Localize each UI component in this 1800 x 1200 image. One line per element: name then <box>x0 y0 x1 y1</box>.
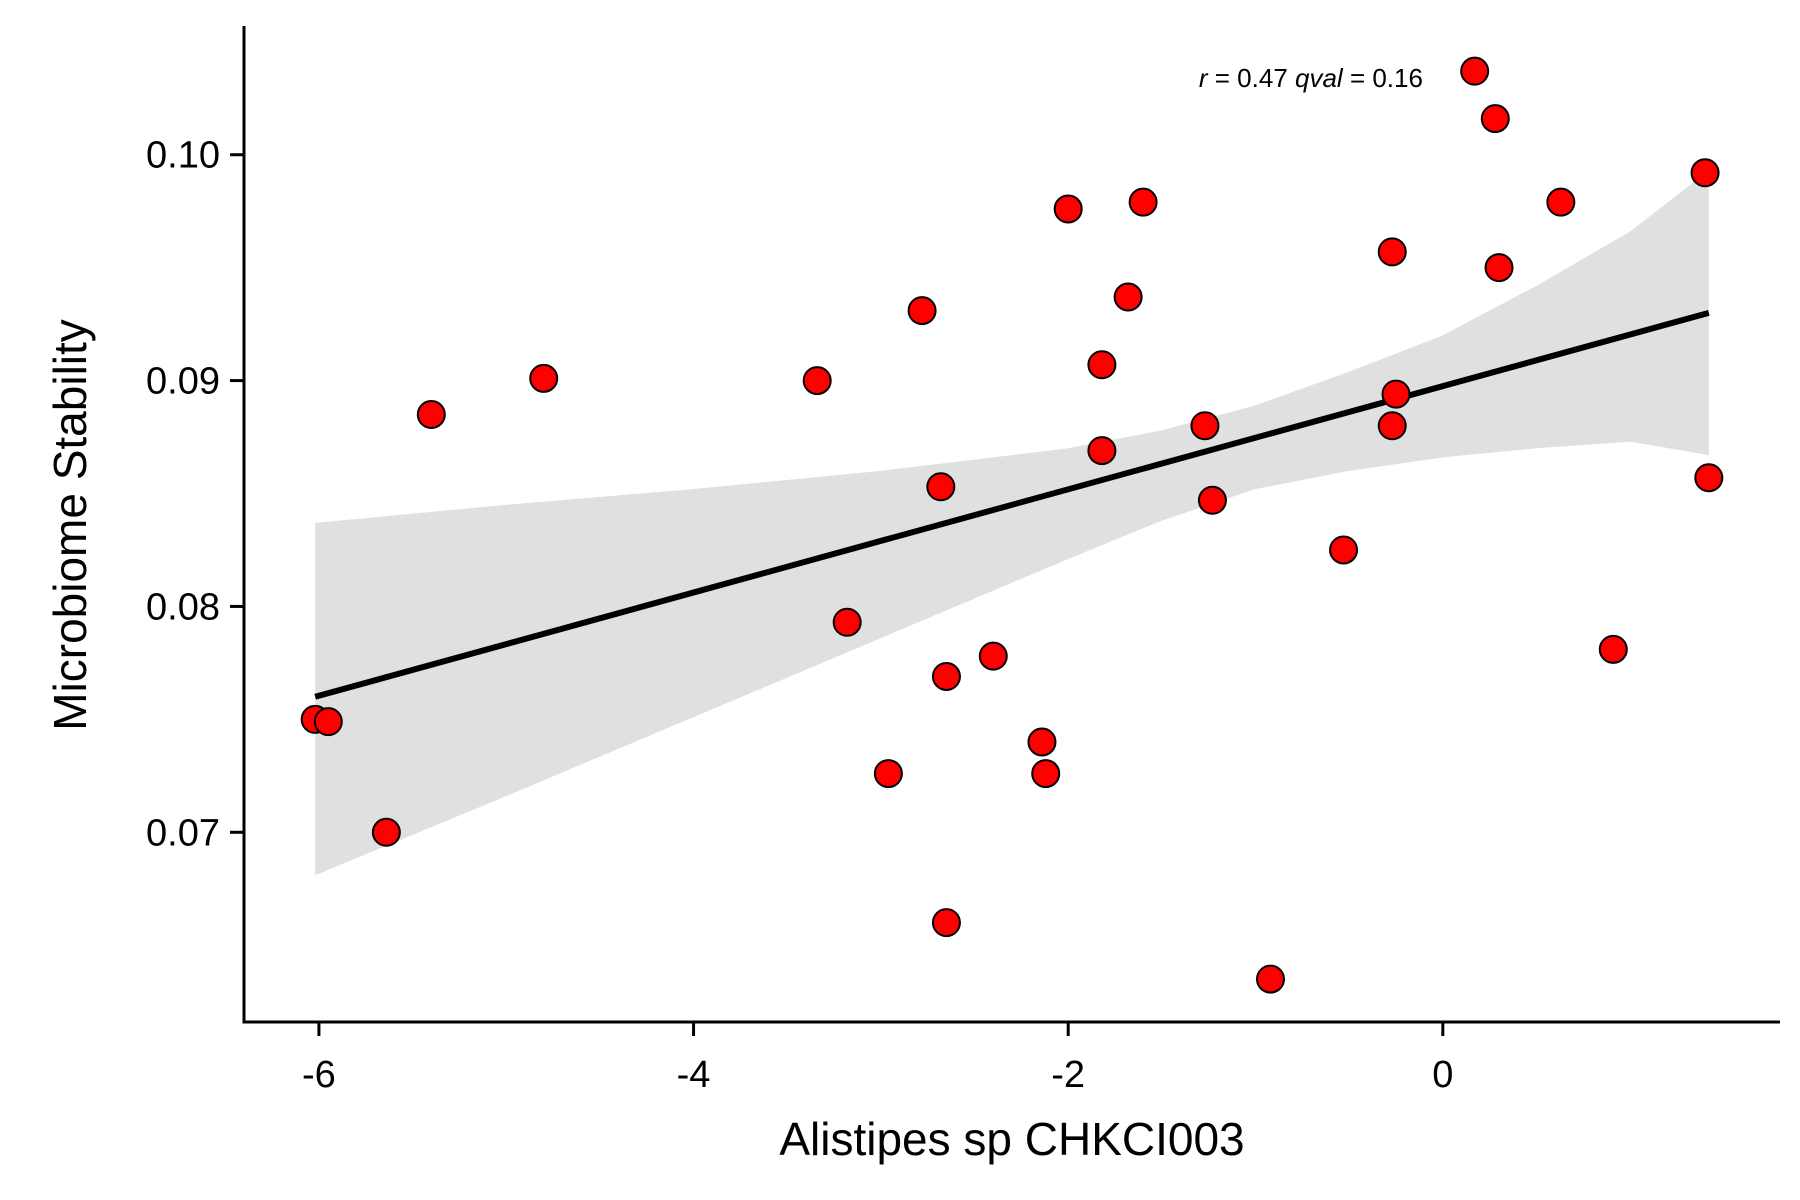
annotation-q-value: = 0.16 <box>1343 63 1423 93</box>
x-tick-label: 0 <box>1432 1054 1453 1096</box>
data-point <box>1027 727 1057 757</box>
data-point <box>873 759 903 789</box>
data-point <box>1598 634 1628 664</box>
data-point <box>931 661 961 691</box>
data-points-layer <box>300 56 1724 994</box>
data-point <box>1329 535 1359 565</box>
x-axis-title: Alistipes sp CHKCI003 <box>779 1113 1244 1165</box>
y-tick-label: 0.08 <box>146 586 220 628</box>
annotation-r-symbol: r <box>1199 63 1209 93</box>
y-tick-label: 0.09 <box>146 361 220 403</box>
annotation-r-value: = 0.47 <box>1208 63 1295 93</box>
data-point <box>1460 56 1490 86</box>
data-point <box>1190 411 1220 441</box>
data-point <box>371 817 401 847</box>
x-tick-label: -4 <box>677 1054 711 1096</box>
y-tick-label: 0.10 <box>146 135 220 177</box>
correlation-annotation: r = 0.47 qval = 0.16 <box>1199 63 1423 93</box>
data-point <box>313 707 343 737</box>
data-point <box>416 399 446 429</box>
x-ticks-layer: -6 -4 -2 0 <box>302 1022 1453 1096</box>
data-point <box>1113 282 1143 312</box>
data-point <box>1053 194 1083 224</box>
data-point <box>1087 436 1117 466</box>
confidence-band-layer <box>315 170 1709 876</box>
confidence-band <box>315 170 1709 876</box>
data-point <box>832 607 862 637</box>
y-ticks-layer: 0.07 0.08 0.09 0.10 <box>146 135 244 854</box>
x-tick-label: -2 <box>1051 1054 1085 1096</box>
data-point <box>1128 187 1158 217</box>
fit-line <box>314 309 1710 700</box>
data-point <box>926 472 956 502</box>
data-point <box>1690 158 1720 188</box>
data-point <box>931 908 961 938</box>
data-point <box>1381 379 1411 409</box>
data-point <box>802 366 832 396</box>
data-point <box>907 296 937 326</box>
data-point <box>1546 187 1576 217</box>
data-point <box>1694 463 1724 493</box>
data-point <box>1377 237 1407 267</box>
data-point <box>1087 350 1117 380</box>
data-point <box>1031 759 1061 789</box>
y-tick-label: 0.07 <box>146 812 220 854</box>
data-point <box>1377 411 1407 441</box>
annotation-q-symbol: qval <box>1295 63 1344 93</box>
x-tick-label: -6 <box>302 1054 336 1096</box>
data-point <box>529 363 559 393</box>
axes-layer <box>242 26 1780 1024</box>
fit-line-layer <box>314 309 1710 700</box>
data-point <box>978 641 1008 671</box>
y-axis-title: Microbiome Stability <box>44 319 96 731</box>
data-point <box>1255 964 1285 994</box>
data-point <box>1197 485 1227 515</box>
data-point <box>1480 104 1510 134</box>
data-point <box>1484 253 1514 283</box>
